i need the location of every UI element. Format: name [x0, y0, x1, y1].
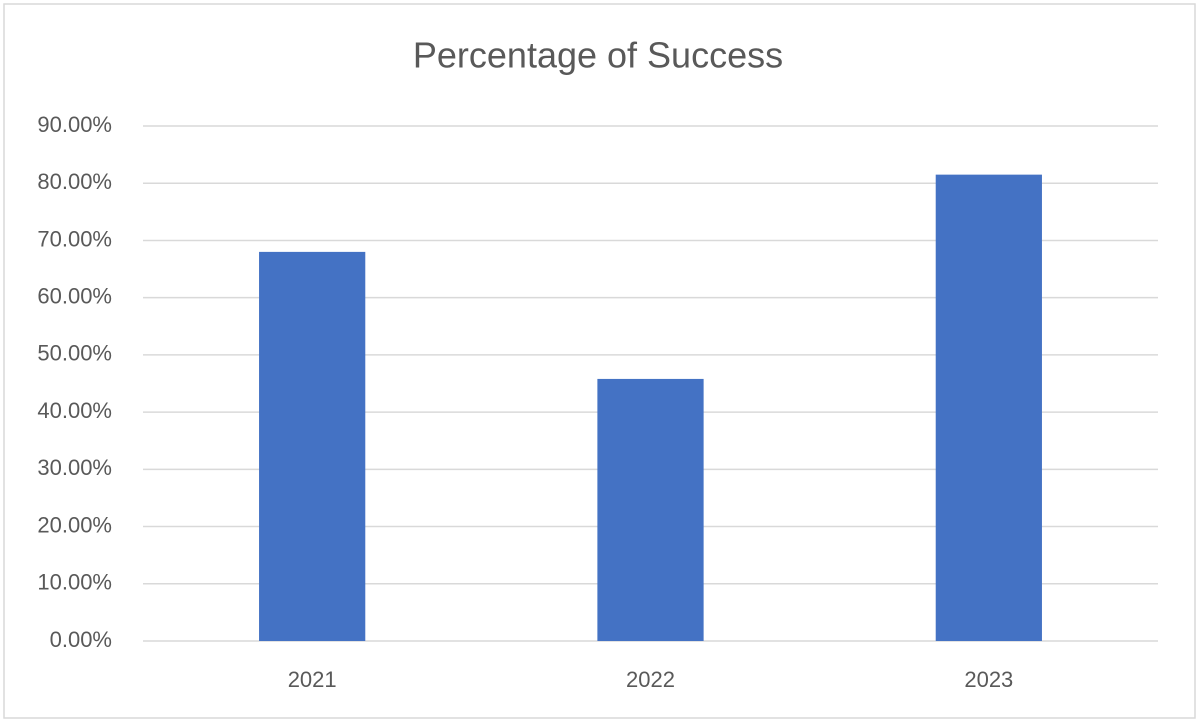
y-tick-label: 70.00% — [37, 226, 112, 251]
y-tick-label: 90.00% — [37, 112, 112, 137]
y-tick-label: 60.00% — [37, 283, 112, 308]
y-tick-label: 50.00% — [37, 341, 112, 366]
chart-title: Percentage of Success — [413, 35, 783, 76]
x-tick-label: 2022 — [626, 667, 675, 692]
y-tick-label: 20.00% — [37, 512, 112, 537]
bar — [259, 251, 366, 641]
y-tick-label: 40.00% — [37, 398, 112, 423]
y-tick-label: 30.00% — [37, 455, 112, 480]
y-tick-label: 0.00% — [50, 627, 112, 652]
y-tick-label: 10.00% — [37, 570, 112, 595]
bar — [597, 378, 704, 641]
y-tick-label: 80.00% — [37, 169, 112, 194]
x-tick-label: 2021 — [288, 667, 337, 692]
x-tick-label: 2023 — [964, 667, 1013, 692]
bar — [935, 174, 1042, 641]
